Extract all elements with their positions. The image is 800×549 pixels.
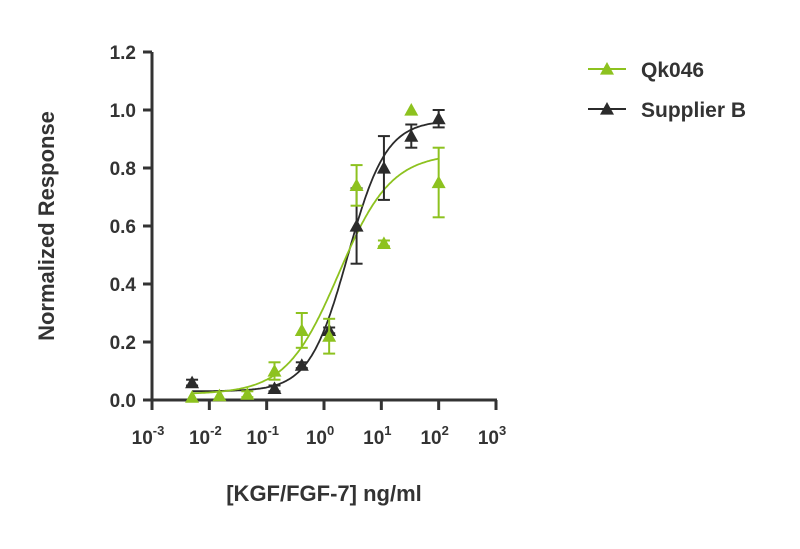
data-point xyxy=(322,329,337,342)
x-tick-exponent: -3 xyxy=(153,423,165,438)
legend-marker xyxy=(600,102,614,115)
fit-curve-supplier-b xyxy=(192,121,439,393)
legend-label: Qk046 xyxy=(641,59,704,82)
fit-curves xyxy=(192,121,439,395)
y-tick-label: 1.2 xyxy=(110,43,136,64)
legend: Qk046 Supplier B xyxy=(588,59,746,122)
y-tick-label: 0.4 xyxy=(110,275,137,296)
x-tick-exponent: 1 xyxy=(384,423,391,438)
data-point xyxy=(431,111,446,125)
data-point xyxy=(294,358,309,371)
data-point xyxy=(404,103,419,116)
fit-curve-qk046 xyxy=(192,157,439,395)
y-tick-label: 0.0 xyxy=(110,391,136,412)
x-tick-exponent: -1 xyxy=(267,423,279,438)
axes: 0.00.20.40.60.81.01.210-3 10-2 10-1 100 101 1… xyxy=(110,43,507,449)
y-axis-label: Normalized Response xyxy=(34,111,59,341)
y-tick-label: 0.2 xyxy=(110,333,136,354)
data-point xyxy=(376,161,391,174)
y-tick-label: 0.8 xyxy=(110,159,136,180)
x-tick-label: 10-3 xyxy=(132,423,165,449)
data-point xyxy=(431,175,446,189)
x-axis-label: [KGF/FGF-7] ng/ml xyxy=(226,481,422,506)
x-tick-label: 102 xyxy=(420,423,448,449)
x-tick-exponent: 2 xyxy=(442,423,449,438)
x-tick-label: 10-2 xyxy=(189,423,222,449)
data-point xyxy=(404,129,419,142)
data-point xyxy=(349,219,364,232)
y-tick-label: 0.6 xyxy=(110,217,136,238)
data-point xyxy=(185,375,200,389)
data-point xyxy=(349,178,364,191)
data-points xyxy=(185,103,446,403)
x-tick-exponent: 3 xyxy=(499,423,506,438)
data-point xyxy=(376,236,391,249)
y-tick-label: 1.0 xyxy=(110,101,136,122)
x-tick-exponent: 0 xyxy=(327,423,334,438)
x-tick-label: 101 xyxy=(363,423,391,449)
x-tick-label: 10-1 xyxy=(246,423,279,449)
data-point xyxy=(212,388,227,402)
x-tick-label: 103 xyxy=(478,423,506,449)
legend-marker xyxy=(600,62,614,75)
x-tick-exponent: -2 xyxy=(210,423,222,438)
data-point xyxy=(294,323,309,336)
data-point xyxy=(240,387,255,400)
data-point xyxy=(267,364,282,377)
data-point xyxy=(185,390,200,403)
legend-label: Supplier B xyxy=(641,99,746,122)
x-tick-label: 100 xyxy=(306,423,334,449)
data-point xyxy=(267,381,282,394)
